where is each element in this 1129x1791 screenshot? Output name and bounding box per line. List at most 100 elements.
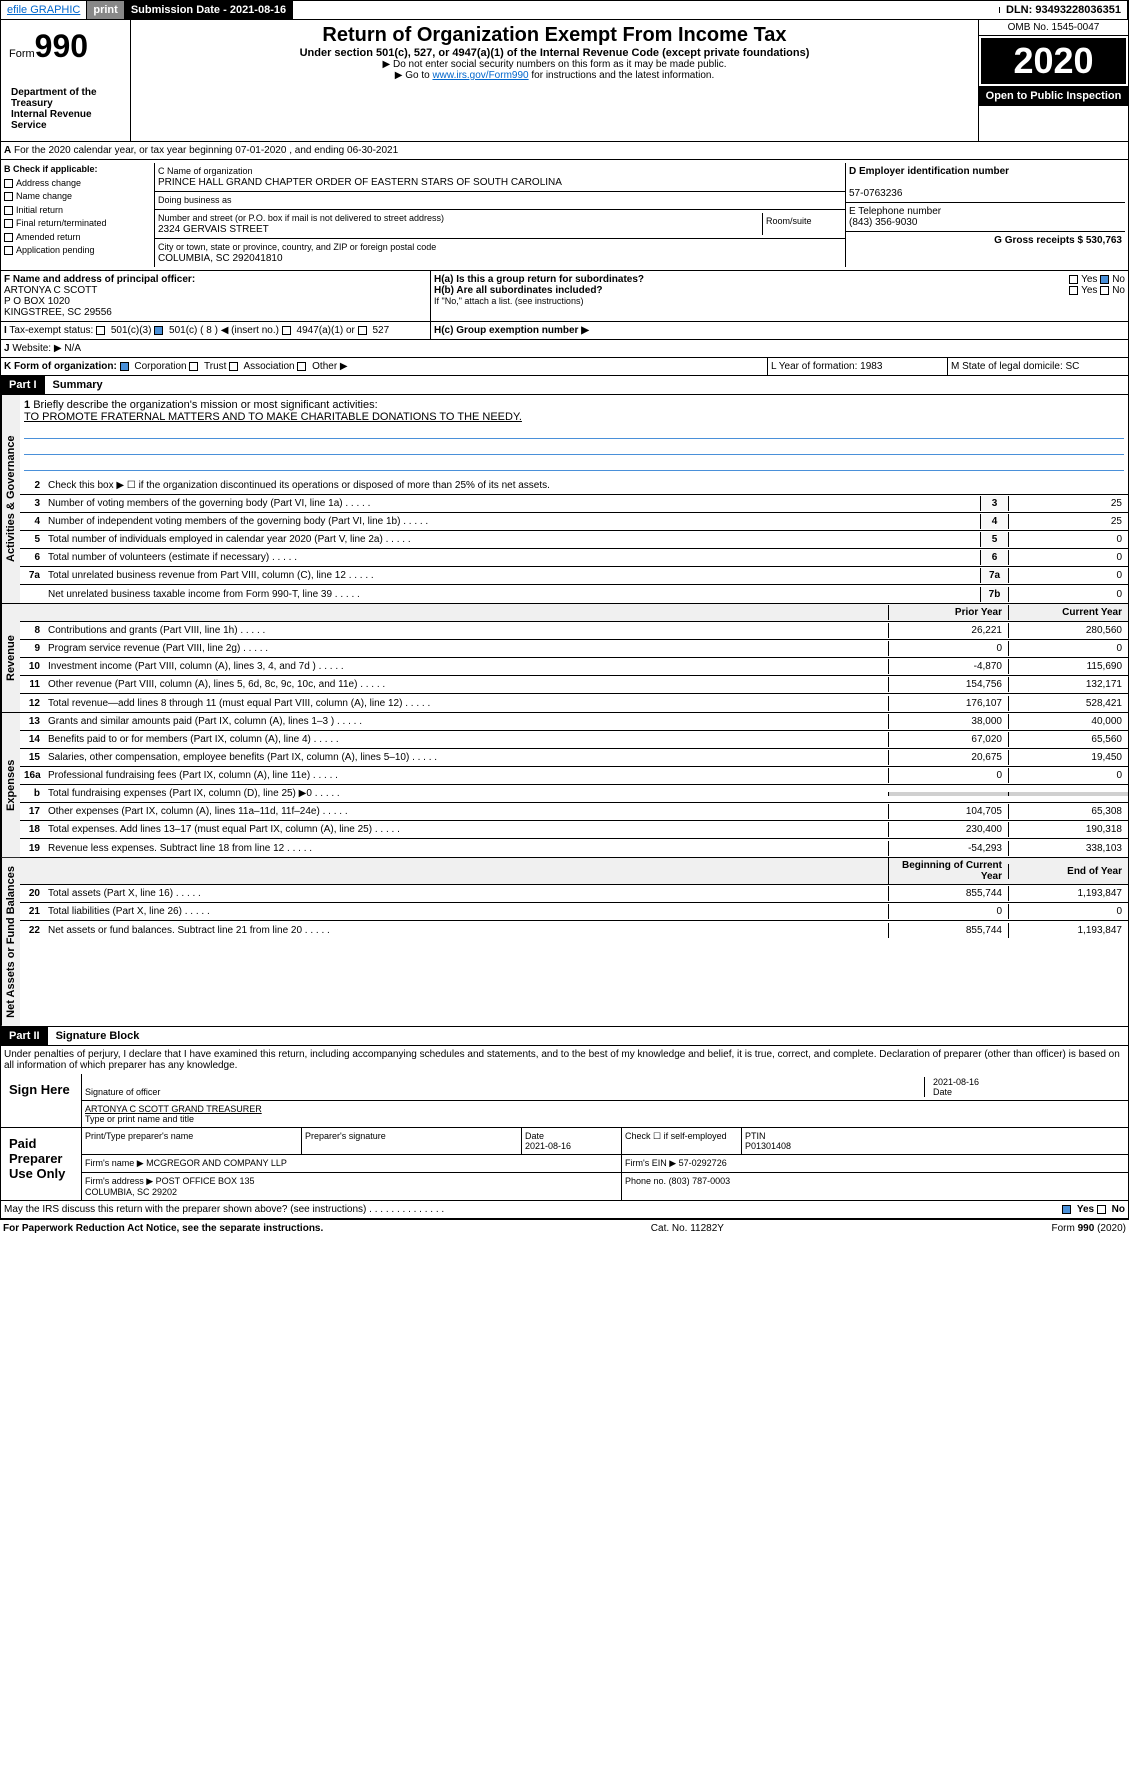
check-corp[interactable] <box>120 362 129 371</box>
check-final[interactable] <box>4 219 13 228</box>
table-row: 17Other expenses (Part IX, column (A), l… <box>20 803 1128 821</box>
dln: DLN: 93493228036351 <box>1000 1 1128 19</box>
check-501c3[interactable] <box>96 326 105 335</box>
discuss-yes[interactable] <box>1062 1205 1071 1214</box>
check-initial[interactable] <box>4 206 13 215</box>
discuss-no[interactable] <box>1097 1205 1106 1214</box>
city-cell: City or town, state or province, country… <box>155 239 845 267</box>
firm-addr: Firm's address ▶ POST OFFICE BOX 135 COL… <box>82 1173 622 1200</box>
ha-no[interactable] <box>1100 275 1109 284</box>
mission-line <box>24 425 1124 439</box>
sign-content: Signature of officer 2021-08-16Date ARTO… <box>81 1074 1128 1127</box>
officer-cell: F Name and address of principal officer:… <box>1 271 431 321</box>
check-assoc[interactable] <box>229 362 238 371</box>
section-bcdefg: B Check if applicable: Address change Na… <box>0 160 1129 271</box>
form-number-box: Form990 Department of the TreasuryIntern… <box>1 20 131 141</box>
state-domicile: M State of legal domicile: SC <box>948 358 1128 375</box>
preparer-row1: Print/Type preparer's name Preparer's si… <box>82 1128 1128 1155</box>
table-row: 19Revenue less expenses. Subtract line 1… <box>20 839 1128 857</box>
table-row: 4Number of independent voting members of… <box>20 513 1128 531</box>
tax-exempt-status: I Tax-exempt status: 501(c)(3) 501(c) ( … <box>1 322 431 339</box>
table-row: 15Salaries, other compensation, employee… <box>20 749 1128 767</box>
table-row: 20Total assets (Part X, line 16) . . . .… <box>20 885 1128 903</box>
table-row: 10Investment income (Part VIII, column (… <box>20 658 1128 676</box>
prep-date: Date2021-08-16 <box>522 1128 622 1154</box>
subtitle: Under section 501(c), 527, or 4947(a)(1)… <box>135 47 974 59</box>
note-ssn: ▶ Do not enter social security numbers o… <box>135 59 974 70</box>
footer: For Paperwork Reduction Act Notice, see … <box>0 1219 1129 1237</box>
paid-preparer-row: Paid Preparer Use Only Print/Type prepar… <box>1 1128 1128 1200</box>
note-goto: ▶ Go to www.irs.gov/Form990 for instruct… <box>135 70 974 81</box>
top-bar: efile GRAPHIC print Submission Date - 20… <box>0 0 1129 20</box>
check-trust[interactable] <box>189 362 198 371</box>
perjury-statement: Under penalties of perjury, I declare th… <box>1 1046 1128 1074</box>
check-501c[interactable] <box>154 326 163 335</box>
prep-sig: Preparer's signature <box>302 1128 522 1154</box>
table-row: 18Total expenses. Add lines 13–17 (must … <box>20 821 1128 839</box>
irs-link[interactable]: www.irs.gov/Form990 <box>432 70 528 81</box>
part2-title: Signature Block <box>48 1027 148 1045</box>
omb-number: OMB No. 1545-0047 <box>979 20 1128 36</box>
check-other[interactable] <box>297 362 306 371</box>
table-row: 3Number of voting members of the governi… <box>20 495 1128 513</box>
sig-officer-label: Signature of officer <box>85 1077 925 1097</box>
form-990: 990 <box>35 28 88 64</box>
phone-cell: E Telephone number (843) 356-9030 <box>846 203 1125 232</box>
revenue-content: Prior Year Current Year 8Contributions a… <box>20 604 1128 712</box>
dba-cell: Doing business as <box>155 192 845 210</box>
cat-no: Cat. No. 11282Y <box>651 1223 724 1234</box>
paperwork-notice: For Paperwork Reduction Act Notice, see … <box>3 1223 323 1234</box>
expenses-content: 13Grants and similar amounts paid (Part … <box>20 713 1128 857</box>
form-header: Form990 Department of the TreasuryIntern… <box>0 20 1129 142</box>
tax-year: 2020 <box>979 36 1128 86</box>
address-row: Number and street (or P.O. box if mail i… <box>155 210 845 239</box>
hb-no[interactable] <box>1100 286 1109 295</box>
spacer <box>293 7 1000 13</box>
table-row: 11Other revenue (Part VIII, column (A), … <box>20 676 1128 694</box>
form-title: Return of Organization Exempt From Incom… <box>135 24 974 47</box>
part2-header: Part II Signature Block <box>0 1027 1129 1046</box>
ha-yes[interactable] <box>1069 275 1078 284</box>
hb-yes[interactable] <box>1069 286 1078 295</box>
gross-receipts: G Gross receipts $ 530,763 <box>846 232 1125 249</box>
hb-row: H(b) Are all subordinates included? Yes … <box>434 285 1125 296</box>
governance-content: 1 Briefly describe the organization's mi… <box>20 395 1128 603</box>
hb-note: If "No," attach a list. (see instruction… <box>434 296 1125 306</box>
table-row: 22Net assets or fund balances. Subtract … <box>20 921 1128 939</box>
ein-cell: D Employer identification number 57-0763… <box>846 163 1125 203</box>
mission-line <box>24 457 1124 471</box>
paid-label: Paid Preparer Use Only <box>1 1128 81 1200</box>
signature-area: Under penalties of perjury, I declare th… <box>0 1046 1129 1201</box>
efile-link[interactable]: efile GRAPHIC <box>1 1 87 19</box>
prep-name: Print/Type preparer's name <box>82 1128 302 1154</box>
year-box: OMB No. 1545-0047 2020 Open to Public In… <box>978 20 1128 141</box>
table-row: 7aTotal unrelated business revenue from … <box>20 567 1128 585</box>
check-527[interactable] <box>358 326 367 335</box>
part2-label: Part II <box>1 1027 48 1045</box>
section-i-row: I Tax-exempt status: 501(c)(3) 501(c) ( … <box>0 322 1129 340</box>
sign-here-label: Sign Here <box>1 1074 81 1127</box>
check-name[interactable] <box>4 192 13 201</box>
table-row: 21Total liabilities (Part X, line 26) . … <box>20 903 1128 921</box>
section-c: C Name of organization PRINCE HALL GRAND… <box>154 163 845 267</box>
submission-date: Submission Date - 2021-08-16 <box>125 1 293 19</box>
print-button[interactable]: print <box>87 1 124 19</box>
check-4947[interactable] <box>282 326 291 335</box>
org-name-cell: C Name of organization PRINCE HALL GRAND… <box>155 163 845 192</box>
sign-here-row: Sign Here Signature of officer 2021-08-1… <box>1 1074 1128 1128</box>
check-amended[interactable] <box>4 233 13 242</box>
netassets-section: Net Assets or Fund Balances Beginning of… <box>0 858 1129 1027</box>
check-pending[interactable] <box>4 246 13 255</box>
preparer-row3: Firm's address ▶ POST OFFICE BOX 135 COL… <box>82 1173 1128 1200</box>
check-address[interactable] <box>4 179 13 188</box>
table-row: 5Total number of individuals employed in… <box>20 531 1128 549</box>
table-row: Net unrelated business taxable income fr… <box>20 585 1128 603</box>
preparer-row2: Firm's name ▶ MCGREGOR AND COMPANY LLP F… <box>82 1155 1128 1173</box>
line1-mission: 1 Briefly describe the organization's mi… <box>20 395 1128 477</box>
section-fhi: F Name and address of principal officer:… <box>0 271 1129 322</box>
table-row: 13Grants and similar amounts paid (Part … <box>20 713 1128 731</box>
officer-name-line: ARTONYA C SCOTT GRAND TREASURERType or p… <box>82 1101 1128 1127</box>
table-row: bTotal fundraising expenses (Part IX, co… <box>20 785 1128 803</box>
governance-section: Activities & Governance 1 Briefly descri… <box>0 395 1129 604</box>
vlabel-expenses: Expenses <box>1 713 20 857</box>
